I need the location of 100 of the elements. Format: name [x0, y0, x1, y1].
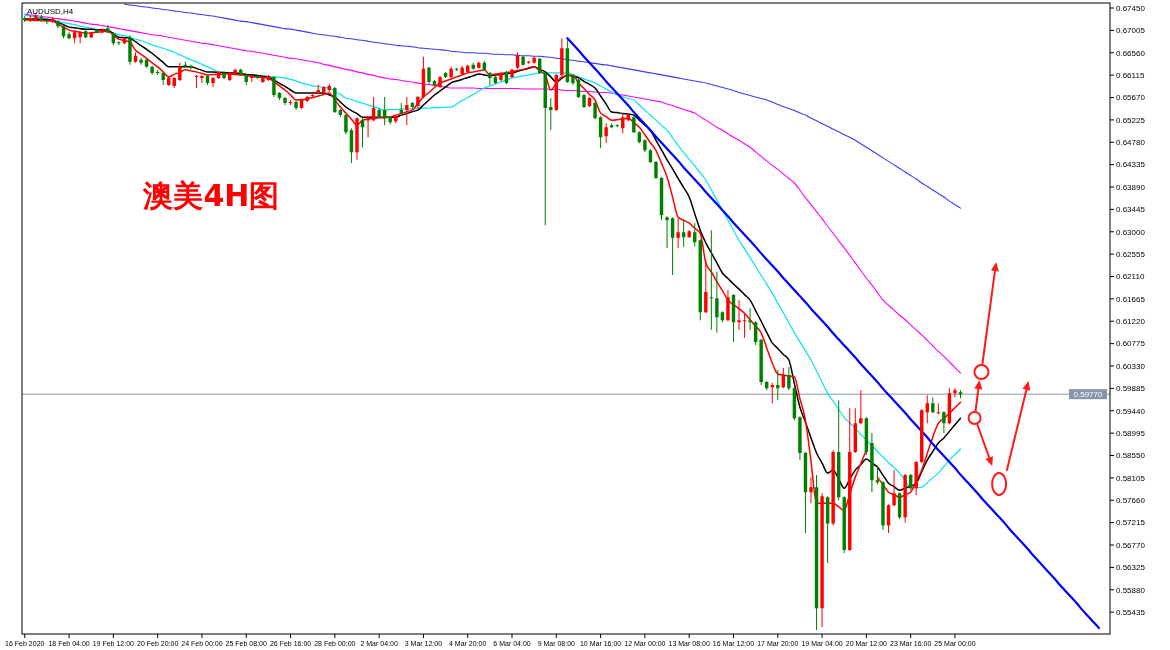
candlestick [571, 73, 575, 85]
candlestick [532, 56, 536, 64]
line-series [123, 3, 962, 209]
candlestick [128, 35, 132, 65]
candlestick [676, 218, 680, 249]
candlestick [870, 432, 874, 493]
y-tick-label: 0.55435 [1116, 607, 1146, 617]
candlestick [709, 230, 714, 330]
candlestick [510, 68, 514, 78]
candlestick [67, 32, 71, 40]
candlestick [914, 461, 918, 496]
text: 澳美4H图 [142, 178, 280, 213]
y-tick-label: 0.64780 [1116, 138, 1146, 148]
candlestick [477, 61, 481, 69]
candlestick [715, 271, 719, 333]
y-tick-label: 0.65225 [1116, 115, 1146, 125]
candlestick [233, 68, 237, 75]
candlestick [416, 96, 420, 109]
y-tick-label: 0.61665 [1116, 294, 1146, 304]
candlestick [892, 470, 896, 507]
candlestick [78, 31, 82, 44]
candlestick [942, 411, 946, 433]
candlestick [283, 97, 287, 106]
text: AUDUSD,H4 [27, 7, 74, 16]
candlestick [560, 38, 564, 76]
y-tick-label: 0.57660 [1116, 496, 1146, 506]
candlestick [809, 477, 813, 504]
y-tick-label: 0.59440 [1116, 406, 1146, 416]
y-tick-label: 0.58550 [1116, 451, 1146, 461]
candlestick [643, 139, 647, 153]
candlestick [798, 416, 802, 461]
candlestick [161, 71, 165, 85]
candlestick [261, 75, 265, 83]
y-tick-label: 0.60775 [1116, 339, 1146, 349]
candlestick [604, 123, 608, 144]
candlestick [189, 64, 193, 70]
candlestick [654, 160, 658, 179]
candlestick [787, 367, 791, 391]
candlestick [859, 390, 863, 425]
y-tick-label: 0.63890 [1116, 182, 1146, 192]
candlestick [344, 114, 348, 135]
y-tick-label: 0.62110 [1116, 272, 1145, 282]
candlestick [759, 338, 763, 386]
candlestick [460, 65, 464, 75]
y-tick-label: 0.62555 [1116, 249, 1146, 259]
candlestick [377, 108, 381, 119]
candlestick [272, 75, 276, 98]
candlestick [776, 370, 780, 401]
candlestick [748, 308, 752, 330]
y-tick-label: 0.63445 [1116, 205, 1146, 215]
candlestick [427, 66, 431, 84]
candlestick [931, 397, 935, 414]
y-tick-label: 0.67450 [1116, 3, 1146, 13]
candlestick [737, 300, 741, 330]
y-tick-label: 0.60330 [1116, 361, 1146, 371]
y-tick-label: 0.58995 [1116, 428, 1146, 438]
y-tick-label: 0.55880 [1116, 585, 1146, 595]
y-tick-label: 0.59885 [1116, 384, 1146, 394]
candlestick [45, 18, 49, 25]
y-tick-label: 0.61220 [1116, 317, 1146, 327]
candlestick [139, 57, 143, 65]
line-series [566, 37, 1101, 630]
candlestick [56, 20, 60, 29]
candlestick [222, 71, 226, 79]
candlestick [615, 124, 619, 128]
y-tick-label: 0.66115 [1116, 70, 1145, 80]
candlestick [499, 71, 503, 81]
candlestick [704, 259, 708, 314]
y-tick-label: 0.64335 [1116, 160, 1146, 170]
candlestick [178, 62, 182, 81]
candlestick [106, 25, 110, 34]
candlestick [211, 76, 215, 87]
candlestick [953, 388, 957, 398]
candlestick [355, 117, 359, 160]
candlestick [742, 313, 747, 338]
candlestick [305, 96, 309, 103]
line-series [24, 13, 962, 374]
candlestick [488, 71, 492, 85]
y-tick-label: 0.66560 [1116, 48, 1146, 58]
candlestick [294, 101, 298, 111]
y-tick-label: 0.67005 [1116, 26, 1146, 36]
candlestick [200, 74, 204, 83]
y-tick-label: 0.63000 [1116, 227, 1146, 237]
candlestick [632, 116, 636, 134]
y-tick-label: 0.56325 [1116, 563, 1146, 573]
ref-line-label: 0.59770 [1073, 389, 1104, 399]
y-tick-label: 0.58105 [1116, 473, 1146, 483]
candlestick [687, 230, 691, 238]
candlestick [405, 97, 409, 126]
candlestick [366, 116, 370, 138]
candlestick [593, 102, 597, 120]
candlestick [150, 65, 154, 75]
y-tick-label: 0.57215 [1116, 518, 1146, 528]
candlestick [449, 66, 453, 78]
y-tick-label: 0.65670 [1116, 93, 1146, 103]
candlestick [89, 32, 93, 39]
candlestick [665, 216, 669, 249]
candlestick [881, 481, 885, 530]
candlestick [388, 116, 392, 125]
candlestick [726, 290, 730, 322]
